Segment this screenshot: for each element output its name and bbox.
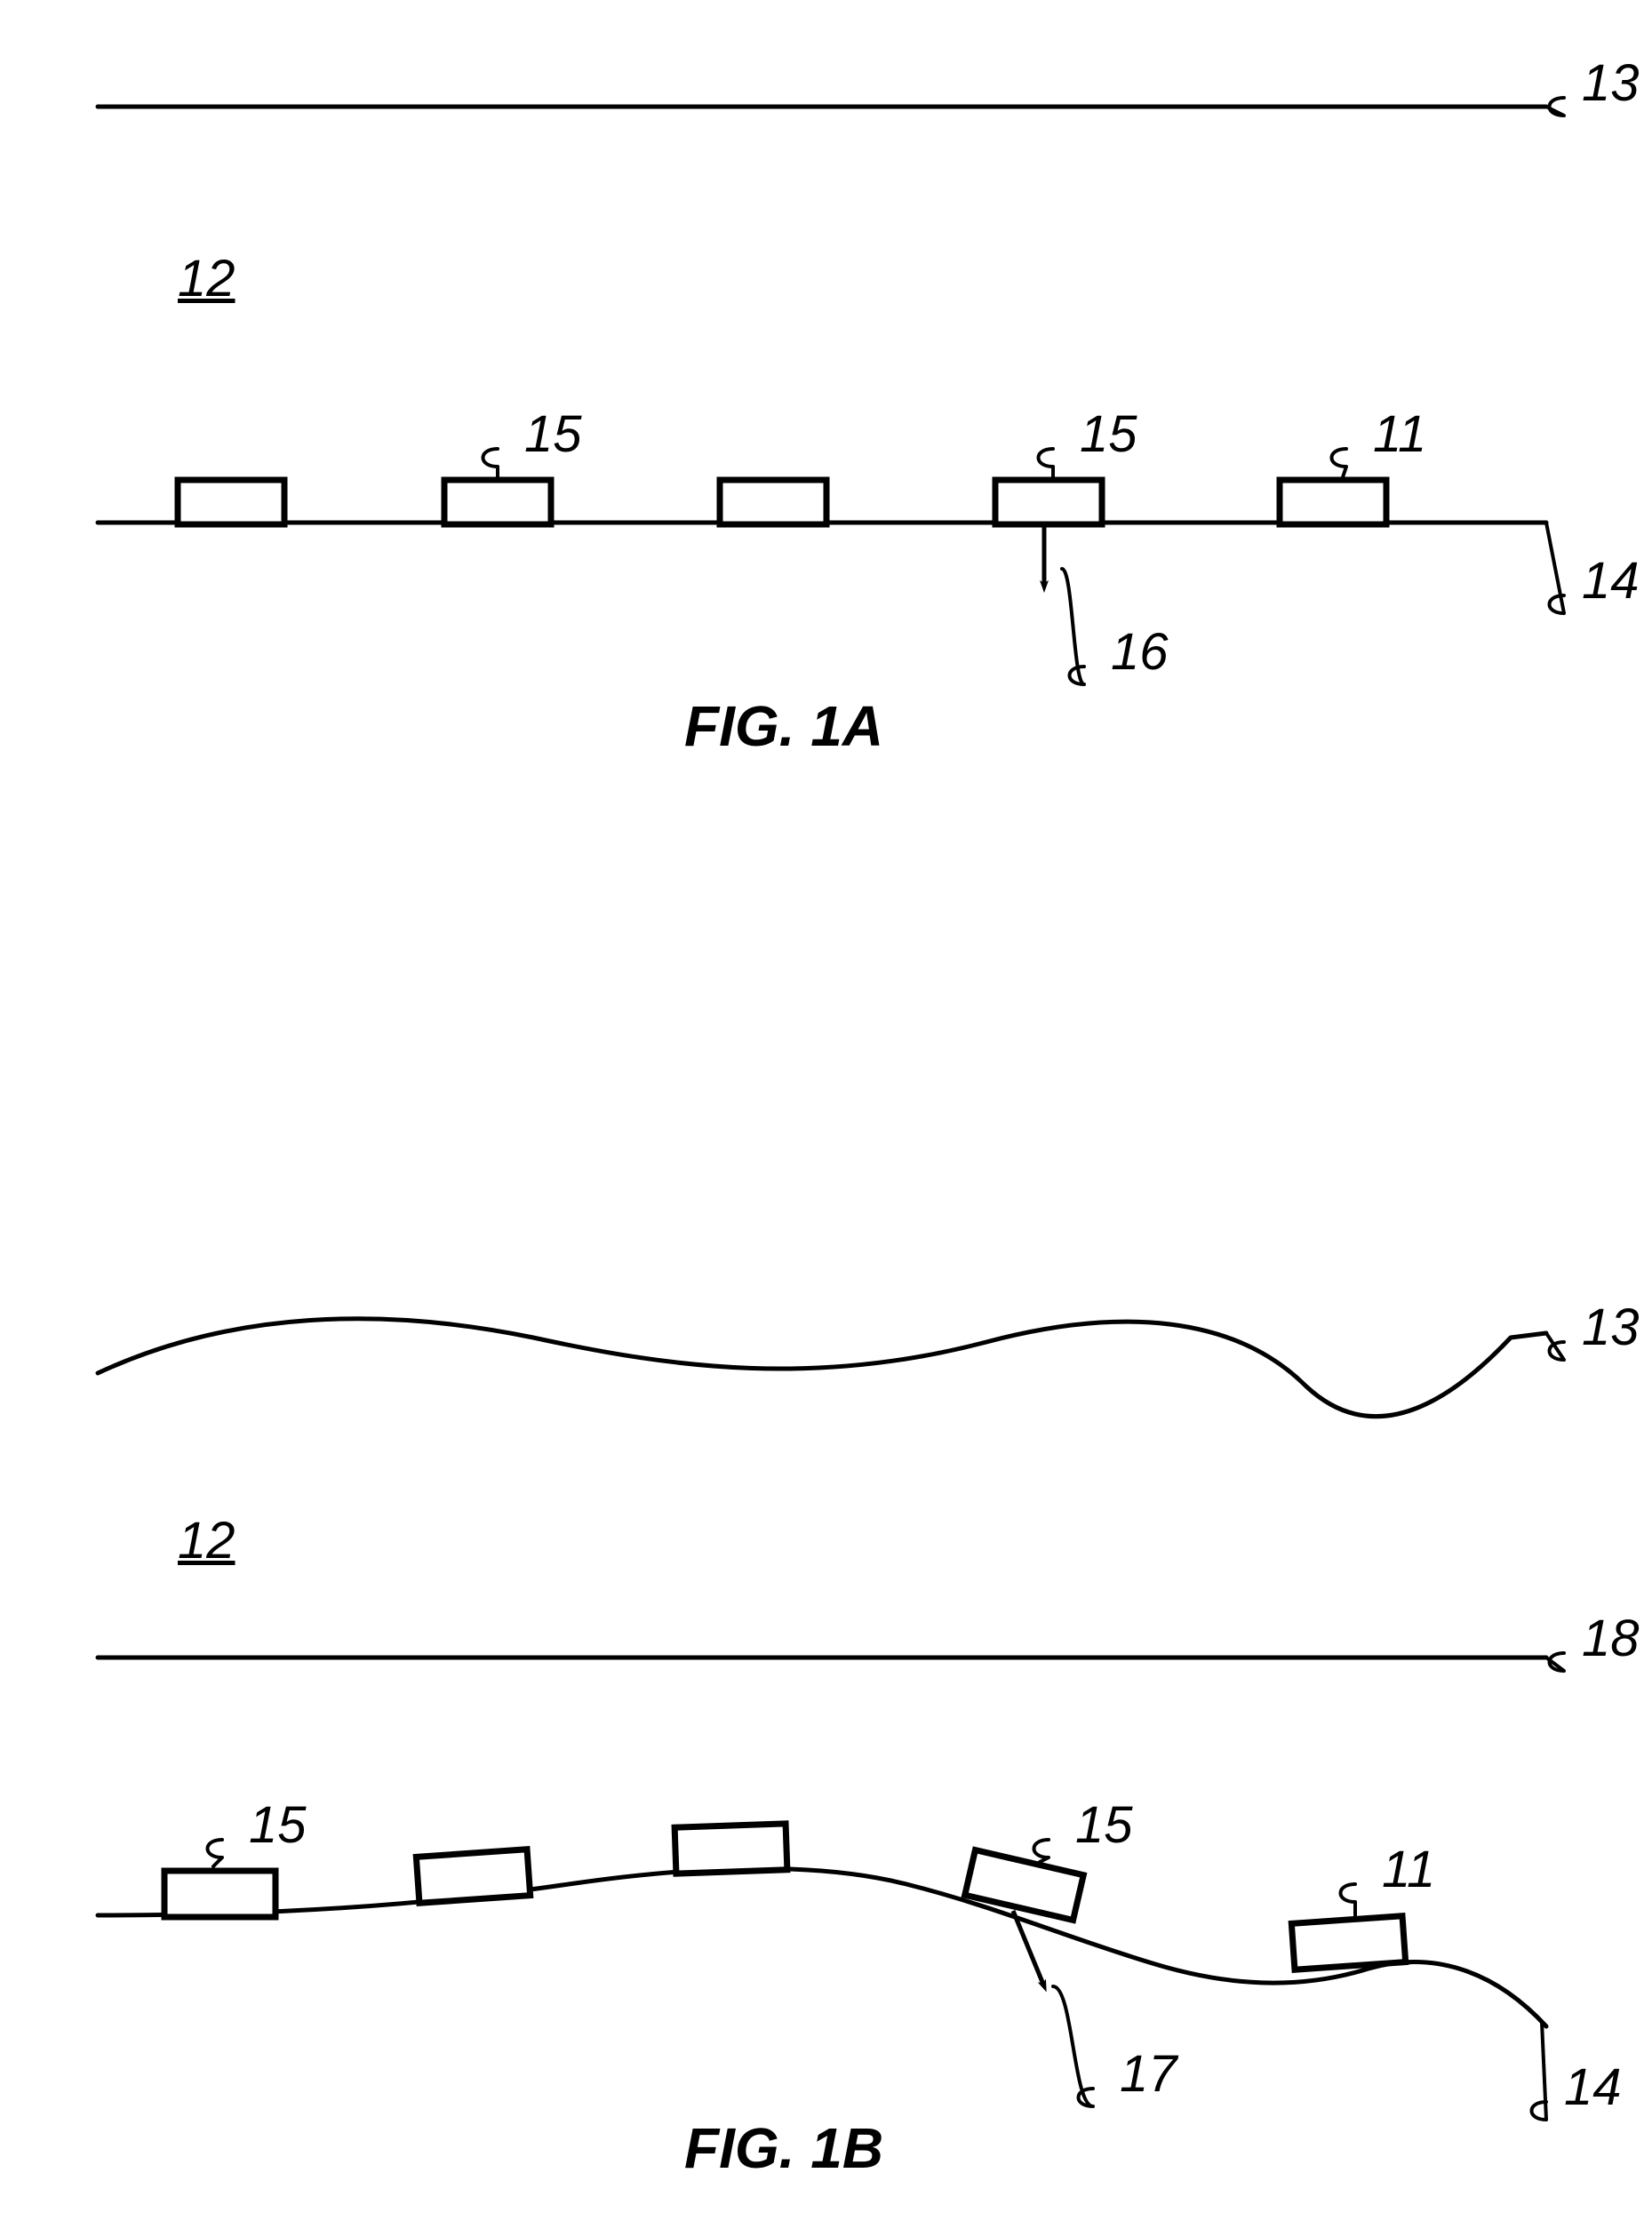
leader-14b	[1532, 2022, 1547, 2120]
sensor-b-4	[1291, 1916, 1405, 1970]
caption-fig1b: FIG. 1B	[684, 2115, 883, 2181]
leader-18	[1546, 1653, 1564, 1671]
figure-1b	[98, 1319, 1564, 2120]
leader-b-0	[208, 1840, 223, 1866]
sensor-0	[178, 480, 284, 524]
surface-13-wavy	[98, 1319, 1546, 1417]
sensor-1	[444, 480, 551, 524]
label-12: 12	[178, 249, 235, 308]
label-18: 18	[1582, 1609, 1640, 1668]
sensor-b-1	[416, 1849, 530, 1904]
leader-13	[1546, 98, 1564, 116]
leader-13b	[1546, 1333, 1564, 1360]
sensor-b-2	[674, 1824, 787, 1873]
sensor-b-3	[965, 1850, 1083, 1921]
label-11b: 11	[1382, 1840, 1435, 1899]
leader-b-1	[1034, 1840, 1049, 1862]
sensor-b-0	[164, 1871, 275, 1917]
label-17b: 17	[1120, 2044, 1177, 2104]
sensor-3	[995, 480, 1102, 524]
label-15: 15	[1080, 404, 1137, 464]
label-15b: 15	[249, 1795, 307, 1855]
label-13b: 13	[1582, 1298, 1640, 1357]
leader-a-3	[1062, 569, 1084, 684]
label-15: 15	[524, 404, 582, 464]
figure-1a	[98, 98, 1564, 684]
leader-a-2	[1332, 449, 1347, 480]
sensor-4	[1280, 480, 1386, 524]
label-11: 11	[1373, 404, 1426, 464]
caption-fig1a: FIG. 1A	[684, 693, 883, 759]
leader-a-1	[1039, 449, 1054, 480]
leader-14	[1546, 523, 1564, 613]
leader-b-2	[1341, 1884, 1356, 1915]
label-15b: 15	[1075, 1795, 1133, 1855]
sensor-2	[720, 480, 826, 524]
label-13: 13	[1582, 53, 1640, 113]
leader-b-3	[1053, 1986, 1093, 2106]
label-14b: 14	[1564, 2057, 1622, 2117]
leader-a-0	[483, 449, 499, 480]
label-14: 14	[1582, 551, 1640, 611]
label-16: 16	[1111, 622, 1169, 682]
label-12b: 12	[178, 1511, 235, 1570]
